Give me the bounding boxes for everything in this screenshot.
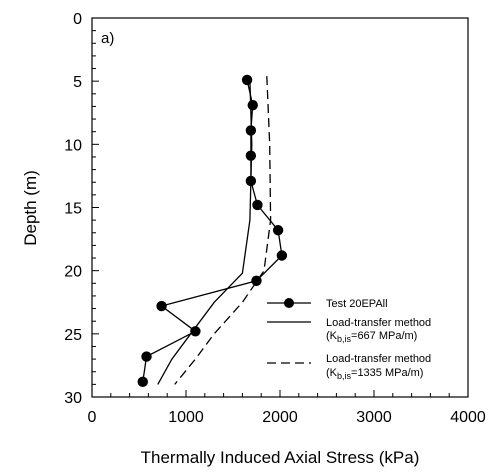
legend-param-1335: (Kb,is=1335 MPa/m) bbox=[326, 367, 423, 381]
series-line-2 bbox=[174, 76, 272, 385]
y-axis-title: Depth (m) bbox=[21, 170, 40, 246]
y-tick-label: 10 bbox=[64, 137, 82, 154]
legend: Test 20EPAll Load-transfer method (Kb,is… bbox=[267, 298, 431, 381]
y-tick-label: 20 bbox=[64, 264, 82, 281]
data-point bbox=[245, 150, 257, 161]
legend-marker-test bbox=[284, 298, 294, 308]
legend-subscript-667: b,is bbox=[337, 334, 352, 344]
data-point bbox=[190, 326, 201, 337]
x-tick-label: 1000 bbox=[168, 409, 204, 426]
series-line-0 bbox=[142, 79, 283, 382]
x-tick-label: 2000 bbox=[262, 409, 298, 426]
x-tick-label: 3000 bbox=[356, 409, 392, 426]
legend-label-1335: Load-transfer method bbox=[326, 353, 431, 365]
y-tick-label: 5 bbox=[73, 74, 82, 91]
y-tick-label: 25 bbox=[64, 327, 82, 344]
y-tick-label: 15 bbox=[64, 201, 82, 218]
series-layer bbox=[137, 74, 288, 388]
y-tick-label: 30 bbox=[64, 390, 82, 407]
x-axis-title: Thermally Induced Axial Stress (kPa) bbox=[141, 448, 420, 467]
data-point bbox=[252, 199, 263, 211]
data-point bbox=[241, 74, 253, 86]
y-tick-label: 0 bbox=[73, 11, 82, 28]
x-tick-label: 4000 bbox=[450, 409, 486, 426]
tick-labels: 0 1000 2000 3000 4000 0 5 10 15 20 25 30 bbox=[64, 11, 486, 426]
legend-param-667: (Kb,is=667 MPa/m) bbox=[326, 330, 417, 344]
data-point bbox=[276, 250, 288, 261]
data-point bbox=[247, 99, 258, 111]
data-point bbox=[141, 351, 152, 362]
data-point bbox=[137, 376, 148, 388]
data-point bbox=[272, 225, 284, 236]
axis-ticks bbox=[91, 17, 469, 398]
x-tick-label: 0 bbox=[88, 409, 97, 426]
data-point bbox=[156, 300, 167, 312]
legend-subscript-1335: b,is bbox=[337, 371, 352, 381]
legend-label-test: Test 20EPAll bbox=[326, 298, 388, 310]
legend-label-667: Load-transfer method bbox=[326, 317, 431, 329]
series-line-1 bbox=[157, 79, 253, 385]
panel-label: a) bbox=[101, 30, 114, 47]
